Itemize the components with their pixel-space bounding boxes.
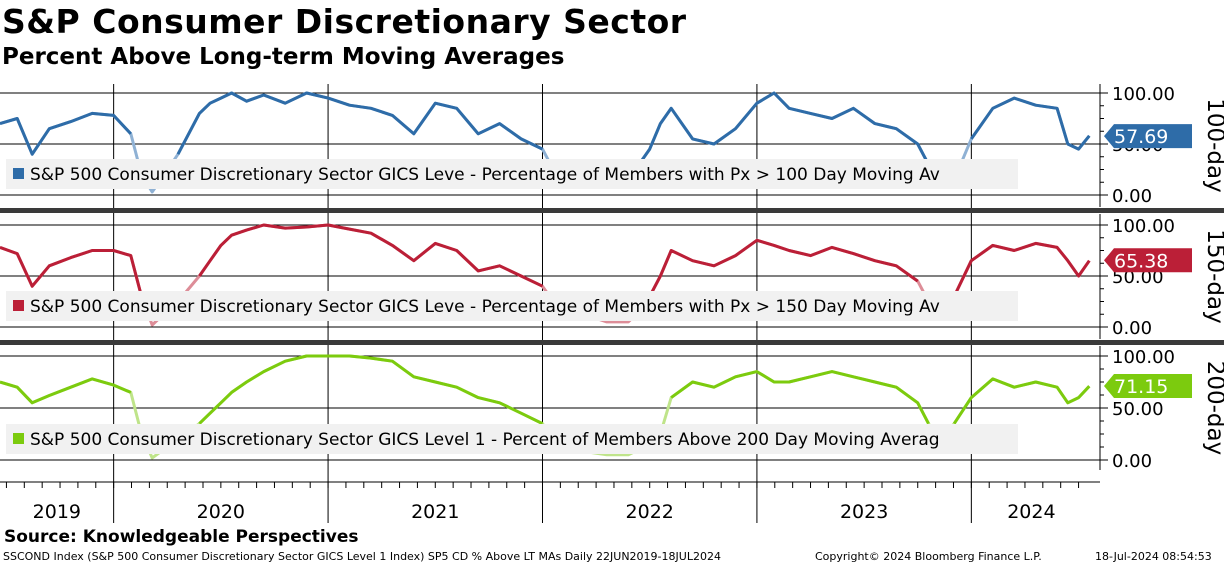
- p100-legend-label: S&P 500 Consumer Discretionary Sector GI…: [30, 165, 940, 185]
- panel-separator-1: [0, 208, 1224, 213]
- p150-legend-label: S&P 500 Consumer Discretionary Sector GI…: [30, 297, 940, 317]
- p200-series-line-2: [670, 370, 930, 425]
- p100-series-line-3: [970, 96, 1091, 151]
- p150-series-line-0: [0, 245, 143, 297]
- p100-last-value-label: 57.69: [1114, 126, 1168, 148]
- p200-series-line-0: [0, 377, 132, 405]
- p100-axis-title: 100-day: [1202, 98, 1224, 193]
- p150-axis-title: 150-day: [1202, 229, 1224, 324]
- p100-legend-box: [6, 159, 1018, 189]
- p200-ytick-label-100: 100.00: [1112, 347, 1175, 368]
- x-tick-label-2020: 2020: [197, 501, 245, 523]
- p200-series-line-3: [952, 377, 1091, 425]
- x-tick-label-2022: 2022: [626, 501, 674, 523]
- panel-separator-2: [0, 340, 1224, 345]
- p100-series-line-1: [176, 91, 544, 155]
- p200-last-value-label: 71.15: [1114, 376, 1168, 398]
- p200-series-line-1: [198, 354, 544, 425]
- p150-series-line-1: [198, 223, 544, 288]
- p200-ytick-label-0: 0.00: [1112, 451, 1152, 472]
- p200-ytick-label-50: 50.00: [1112, 399, 1164, 420]
- source-note: Source: Knowledgeable Perspectives: [4, 527, 359, 547]
- p150-legend-box: [6, 291, 1018, 321]
- p100-last-value-flag: [1104, 124, 1192, 149]
- x-tick-label-2019: 2019: [33, 501, 81, 523]
- p150-last-value-label: 65.38: [1114, 250, 1168, 272]
- p100-ytick-label-0: 0.00: [1112, 186, 1152, 207]
- x-tick-label-2021: 2021: [411, 501, 459, 523]
- footer-index-info: SSCOND Index (S&P 500 Consumer Discretio…: [3, 550, 721, 563]
- p150-ytick-label-100: 100.00: [1112, 216, 1175, 237]
- p100-series-line-0: [0, 111, 132, 156]
- chart-subtitle: Percent Above Long-term Moving Averages: [2, 44, 565, 70]
- p200-legend-box: [6, 424, 1018, 454]
- x-tick-label-2024: 2024: [1007, 501, 1055, 523]
- p100-legend-swatch: [13, 168, 24, 179]
- x-tick-label-2023: 2023: [840, 501, 888, 523]
- p150-series-line-2: [648, 238, 919, 298]
- p100-ytick-label-100: 100.00: [1112, 84, 1175, 105]
- p100-series-line-2: [637, 91, 930, 166]
- p150-ytick-label-0: 0.00: [1112, 318, 1152, 339]
- p200-legend-label: S&P 500 Consumer Discretionary Sector GI…: [30, 430, 940, 450]
- p200-last-value-flag: [1104, 374, 1192, 399]
- p150-last-value-flag: [1104, 248, 1192, 273]
- chart-title: S&P Consumer Discretionary Sector: [2, 2, 687, 41]
- footer-timestamp: 18-Jul-2024 08:54:53: [1095, 550, 1212, 563]
- p150-series-line-3: [952, 241, 1091, 298]
- p200-axis-title: 200-day: [1202, 361, 1224, 456]
- p200-legend-swatch: [13, 433, 24, 444]
- p150-legend-swatch: [13, 300, 24, 311]
- footer-copyright: Copyright© 2024 Bloomberg Finance L.P.: [815, 550, 1042, 563]
